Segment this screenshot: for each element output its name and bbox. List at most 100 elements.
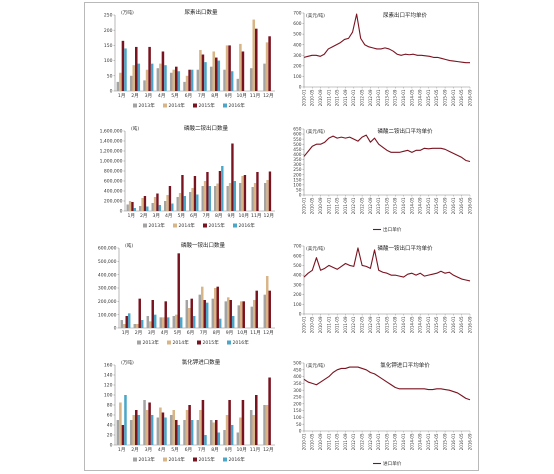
x-tick-label: 2015-09 [443, 197, 448, 214]
bar [212, 422, 215, 445]
bar [240, 301, 243, 328]
bar [136, 324, 139, 328]
y-tick-label: 600 [293, 132, 301, 138]
y-tick-label: 1,200,000 [100, 149, 123, 155]
bar [236, 78, 240, 91]
bar [158, 205, 161, 211]
x-tick-label: 8月 [215, 213, 223, 219]
x-tick-label: 2012-09 [368, 197, 373, 214]
bar [185, 75, 189, 91]
chart-title: 尿素出口平均单价 [383, 11, 428, 19]
bar [145, 69, 149, 91]
bar [201, 286, 204, 328]
x-tick-label: 2014-09 [418, 433, 423, 450]
x-tick-label: 2012-01 [351, 89, 356, 106]
x-tick-label: 2016-05 [459, 89, 464, 106]
y-tick-label: 250 [293, 395, 301, 401]
x-tick-label: 12月 [263, 93, 273, 99]
bar [214, 288, 217, 328]
bar [268, 171, 272, 211]
bar [227, 297, 230, 328]
unit-label: (吨) [131, 125, 139, 132]
kcl-import-price-chart: (美元/吨) 氯化钾进口平均单价 0501001502002503003504004… [293, 361, 472, 467]
bar [193, 176, 197, 211]
x-tick-label: 10月 [236, 93, 246, 99]
y-tick-label: 500 [293, 32, 301, 38]
x-tick-label: 1月 [118, 93, 126, 99]
bar [264, 183, 267, 211]
y-tick-label: 250 [104, 13, 113, 19]
x-tick-label: 3月 [152, 213, 160, 219]
bar [185, 300, 189, 328]
x-tick-label: 2014-01 [401, 89, 406, 106]
bar [266, 276, 269, 328]
y-tick-label: 50 [296, 422, 302, 428]
x-tick-label: 2016-01 [451, 433, 456, 450]
bar [190, 69, 194, 91]
map-export-volume-chart: (吨) 磷酸一铵出口数量 0 100,000 200,000 300,000 400,000… [98, 241, 275, 346]
y-tick-label: 350 [293, 381, 301, 387]
x-tick-label: 2010-01 [301, 197, 306, 214]
bar [214, 186, 217, 211]
x-tick-label: 2015-01 [426, 316, 431, 333]
x-tick-label: 2011-01 [326, 89, 331, 106]
price-line [303, 247, 471, 282]
x-tick-label: 2013-01 [376, 433, 381, 450]
y-tick-label: 400 [293, 152, 301, 158]
dap-export-price-chart: (美元/吨) 磷酸二铵出口平均单价 050100150200250300350400… [293, 127, 472, 233]
x-tick-label: 2011-09 [343, 89, 348, 106]
bar [268, 377, 271, 445]
chart-title: 磷酸一铵出口数量 [181, 241, 226, 249]
bar [135, 46, 138, 91]
bar [168, 186, 172, 211]
bar [231, 143, 234, 211]
bar [223, 430, 226, 445]
x-tick-label: 12月 [263, 330, 273, 336]
legend-swatch [193, 457, 197, 462]
y-tick-label: 160 [104, 363, 113, 369]
bar [268, 290, 271, 328]
x-tick-label: 2012-05 [360, 197, 365, 214]
x-tick-label: 6月 [185, 447, 193, 453]
x-tick-label: 2010-01 [301, 316, 306, 333]
bar [225, 415, 229, 445]
bar [190, 420, 194, 445]
unit-label: (美元/吨) [306, 362, 325, 369]
urea-export-price-panel: (美元/吨) 尿素出口平均单价 0 100 200 300 400 500 600 700 2010… [282, 3, 478, 119]
x-tick-label: 2011-05 [335, 197, 340, 214]
bar [171, 203, 174, 211]
x-tick-label: 2011-09 [343, 433, 348, 450]
chart-title: 氯化钾进口数量 [182, 358, 221, 366]
y-tick-label: 550 [293, 137, 301, 143]
bar [172, 410, 175, 445]
y-tick-label: 0 [299, 85, 302, 91]
y-tick-label: 50 [296, 188, 302, 194]
y-tick-label: 600 [293, 21, 301, 27]
x-tick-label: 2014-05 [409, 316, 414, 333]
y-tick-label: 300 [293, 282, 301, 288]
bar [164, 65, 167, 91]
x-tick-label: 1月 [118, 447, 126, 453]
unit-label: (万吨) [121, 359, 134, 366]
bar [143, 80, 146, 91]
bar [218, 318, 222, 328]
bar [256, 172, 259, 211]
bar [204, 435, 207, 445]
x-tick-label: 2010-01 [301, 433, 306, 450]
chart-title: 尿素出口数量 [184, 8, 218, 16]
bar [196, 420, 200, 445]
bar [228, 45, 231, 91]
x-tick-label: 8月 [211, 447, 219, 453]
y-tick-label: 50 [107, 73, 113, 79]
legend-label: 2015年 [199, 102, 216, 109]
x-tick-label: 2015-09 [443, 316, 448, 333]
y-tick-label: 0 [114, 326, 117, 332]
y-tick-label: 0 [299, 429, 302, 435]
bar [133, 324, 137, 328]
x-tick-label: 2011-05 [335, 316, 340, 333]
bar [263, 405, 266, 445]
x-tick-label: 5月 [177, 213, 185, 219]
bar [196, 194, 199, 211]
x-tick-label: 7月 [198, 93, 206, 99]
y-tick-label: 100 [293, 302, 301, 308]
